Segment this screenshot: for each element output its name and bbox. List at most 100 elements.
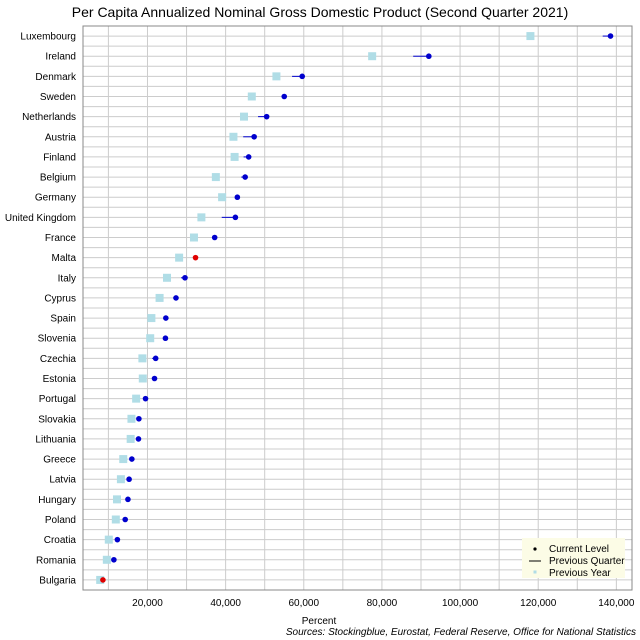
previous-year-marker [247, 92, 256, 101]
previous-year-marker [111, 515, 120, 524]
category-label: Estonia [43, 374, 77, 385]
current-level-point [263, 113, 270, 120]
previous-year-marker [175, 253, 184, 262]
current-level-point [211, 234, 218, 241]
current-level-point [162, 335, 169, 342]
category-label: Germany [35, 193, 76, 204]
x-tick-label: 60,000 [288, 598, 319, 609]
previous-year-marker [132, 394, 141, 403]
category-label: Poland [45, 515, 76, 526]
previous-year-marker [104, 535, 113, 544]
current-level-point [126, 476, 132, 483]
previous-year-marker [526, 32, 535, 41]
current-level-point [281, 93, 288, 100]
previous-year-marker [218, 193, 227, 202]
previous-year-marker [127, 414, 136, 423]
current-level-point [142, 395, 149, 402]
plot-frame [82, 25, 633, 591]
category-label: United Kingdom [5, 213, 76, 224]
category-label: Slovakia [38, 414, 76, 425]
category-label: Finland [43, 152, 76, 163]
category-label: Croatia [44, 535, 77, 546]
previous-year-marker [116, 475, 125, 484]
current-level-point [299, 73, 306, 80]
x-tick-label: 100,000 [442, 598, 479, 609]
legend-current-label: Current Level [549, 544, 609, 555]
previous-year-marker [189, 233, 198, 242]
previous-year-marker [163, 273, 172, 282]
x-tick-label: 40,000 [210, 598, 241, 609]
previous-year-marker [146, 334, 155, 343]
current-level-point [426, 53, 432, 60]
previous-year-marker [102, 555, 111, 564]
category-label: Luxembourg [20, 32, 76, 43]
category-label: Hungary [38, 495, 76, 506]
current-level-point [242, 174, 248, 180]
legend-year-marker [533, 570, 537, 574]
previous-year-marker [155, 293, 164, 302]
legend-current-marker [533, 547, 537, 551]
category-label: France [45, 233, 77, 244]
x-axis-label: Percent [302, 616, 337, 627]
previous-year-marker [112, 495, 121, 504]
current-level-point [136, 415, 142, 422]
category-label: Austria [45, 132, 77, 143]
current-level-point [245, 154, 252, 160]
plot-grid [83, 25, 632, 590]
current-level-point [607, 33, 614, 39]
x-tick-label: 140,000 [598, 598, 635, 609]
category-label: Malta [52, 253, 77, 264]
legend: Current Level Previous Quarter Previous … [522, 538, 625, 579]
previous-year-marker [138, 374, 147, 383]
current-level-point [163, 315, 169, 321]
category-label: Slovenia [38, 334, 77, 345]
data-marks [96, 32, 614, 584]
current-level-point [125, 496, 131, 503]
current-level-point [251, 133, 257, 140]
current-level-point [173, 295, 179, 301]
category-label: Ireland [45, 52, 76, 63]
current-level-point [192, 254, 199, 261]
current-level-point [135, 436, 142, 442]
x-tick-label: 120,000 [520, 598, 557, 609]
current-level-point [122, 516, 129, 523]
previous-year-marker [211, 173, 220, 182]
current-level-point [151, 375, 158, 382]
chart-title: Per Capita Annualized Nominal Gross Dome… [72, 4, 568, 20]
legend-box [522, 538, 625, 578]
current-level-point [232, 214, 239, 221]
category-label: Italy [58, 273, 76, 284]
x-tick-label: 20,000 [132, 598, 163, 609]
category-label: Cyprus [44, 293, 76, 304]
previous-year-marker [272, 72, 281, 81]
previous-year-marker [138, 354, 147, 363]
previous-year-marker [197, 213, 206, 222]
category-label: Sweden [40, 92, 76, 103]
category-label: Spain [50, 314, 76, 325]
category-label: Romania [36, 555, 76, 566]
current-level-point [129, 456, 135, 462]
category-labels: Luxembourg Ireland Denmark Sweden Netherland… [5, 32, 77, 587]
previous-year-marker [147, 314, 156, 323]
category-label: Latvia [49, 475, 76, 486]
category-label: Netherlands [22, 112, 76, 123]
category-label: Bulgaria [39, 575, 76, 586]
previous-year-marker [119, 455, 128, 464]
legend-quarter-label: Previous Quarter [549, 556, 625, 567]
x-tick-label: 80,000 [367, 598, 398, 609]
x-axis-ticks: 20,000 40,000 60,000 80,000 100,000 120,000 14… [132, 598, 635, 609]
legend-year-label: Previous Year [549, 568, 611, 579]
category-label: Portugal [39, 394, 76, 405]
source-note: Sources: Stockingblue, Eurostat, Federal… [286, 627, 636, 638]
current-level-point [182, 274, 188, 281]
category-label: Denmark [35, 72, 77, 83]
previous-year-marker [230, 152, 239, 161]
previous-year-marker [239, 112, 248, 121]
previous-year-marker [126, 434, 135, 443]
current-level-point [152, 355, 159, 362]
category-label: Lithuania [35, 434, 76, 445]
previous-year-marker [229, 132, 238, 141]
current-level-point [114, 536, 121, 543]
current-level-point [234, 194, 241, 201]
